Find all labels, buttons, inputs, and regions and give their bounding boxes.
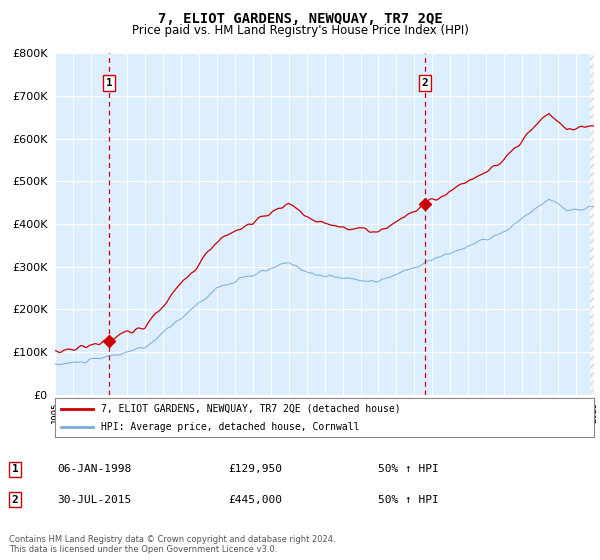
Text: 1: 1 [106, 78, 113, 88]
Text: 06-JAN-1998: 06-JAN-1998 [57, 464, 131, 474]
Text: 2: 2 [421, 78, 428, 88]
Text: Price paid vs. HM Land Registry's House Price Index (HPI): Price paid vs. HM Land Registry's House … [131, 24, 469, 36]
Text: 7, ELIOT GARDENS, NEWQUAY, TR7 2QE (detached house): 7, ELIOT GARDENS, NEWQUAY, TR7 2QE (deta… [101, 404, 401, 414]
Text: 7, ELIOT GARDENS, NEWQUAY, TR7 2QE: 7, ELIOT GARDENS, NEWQUAY, TR7 2QE [158, 12, 442, 26]
Text: 50% ↑ HPI: 50% ↑ HPI [378, 464, 439, 474]
Text: 1: 1 [11, 464, 19, 474]
Text: £445,000: £445,000 [228, 494, 282, 505]
Text: 2: 2 [11, 494, 19, 505]
Text: 50% ↑ HPI: 50% ↑ HPI [378, 494, 439, 505]
Text: Contains HM Land Registry data © Crown copyright and database right 2024.
This d: Contains HM Land Registry data © Crown c… [9, 535, 335, 554]
Text: 30-JUL-2015: 30-JUL-2015 [57, 494, 131, 505]
Text: £129,950: £129,950 [228, 464, 282, 474]
Text: HPI: Average price, detached house, Cornwall: HPI: Average price, detached house, Corn… [101, 422, 359, 432]
